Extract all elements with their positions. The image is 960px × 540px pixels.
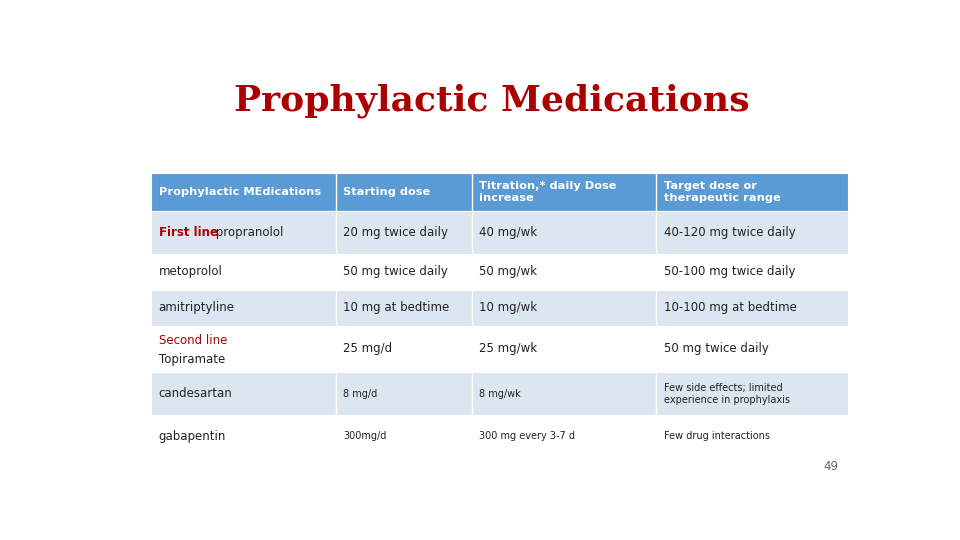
Text: Prophylactic Medications: Prophylactic Medications — [234, 84, 750, 118]
Text: metoprolol: metoprolol — [158, 266, 223, 279]
Text: 50-100 mg twice daily: 50-100 mg twice daily — [663, 266, 795, 279]
Text: gabapentin: gabapentin — [158, 430, 226, 443]
Text: 25 mg/wk: 25 mg/wk — [479, 342, 538, 355]
Text: 20 mg twice daily: 20 mg twice daily — [344, 226, 448, 239]
Bar — [152, 254, 848, 290]
Text: 8 mg/d: 8 mg/d — [344, 389, 377, 399]
Text: amitriptyline: amitriptyline — [158, 301, 234, 314]
Text: candesartan: candesartan — [158, 387, 232, 400]
Bar — [152, 211, 848, 254]
Bar — [152, 373, 848, 415]
Text: Target dose or
therapeutic range: Target dose or therapeutic range — [663, 181, 780, 204]
Text: Few drug interactions: Few drug interactions — [663, 431, 770, 441]
Text: Topiramate: Topiramate — [158, 353, 225, 366]
Text: 10 mg at bedtime: 10 mg at bedtime — [344, 301, 449, 314]
Text: 49: 49 — [823, 460, 838, 473]
Text: Few side effects; limited
experience in prophylaxis: Few side effects; limited experience in … — [663, 383, 789, 404]
Text: 300 mg every 3-7 d: 300 mg every 3-7 d — [479, 431, 575, 441]
Text: 25 mg/d: 25 mg/d — [344, 342, 393, 355]
Text: 50 mg/wk: 50 mg/wk — [479, 266, 537, 279]
Bar — [152, 326, 848, 373]
Text: Starting dose: Starting dose — [344, 187, 430, 197]
Bar — [152, 173, 848, 211]
Text: First line: First line — [158, 226, 218, 239]
Bar — [152, 290, 848, 326]
Text: 50 mg twice daily: 50 mg twice daily — [663, 342, 768, 355]
Text: 300mg/d: 300mg/d — [344, 431, 387, 441]
Text: 10-100 mg at bedtime: 10-100 mg at bedtime — [663, 301, 797, 314]
Text: Prophylactic MEdications: Prophylactic MEdications — [158, 187, 321, 197]
Text: Titration,* daily Dose
increase: Titration,* daily Dose increase — [479, 181, 616, 204]
Text: 10 mg/wk: 10 mg/wk — [479, 301, 538, 314]
Text: 50 mg twice daily: 50 mg twice daily — [344, 266, 448, 279]
Text: 8 mg/wk: 8 mg/wk — [479, 389, 520, 399]
Text: Second line: Second line — [158, 334, 228, 347]
Bar — [152, 415, 848, 458]
Text: propranolol: propranolol — [212, 226, 283, 239]
Text: 40 mg/wk: 40 mg/wk — [479, 226, 538, 239]
Text: 40-120 mg twice daily: 40-120 mg twice daily — [663, 226, 795, 239]
